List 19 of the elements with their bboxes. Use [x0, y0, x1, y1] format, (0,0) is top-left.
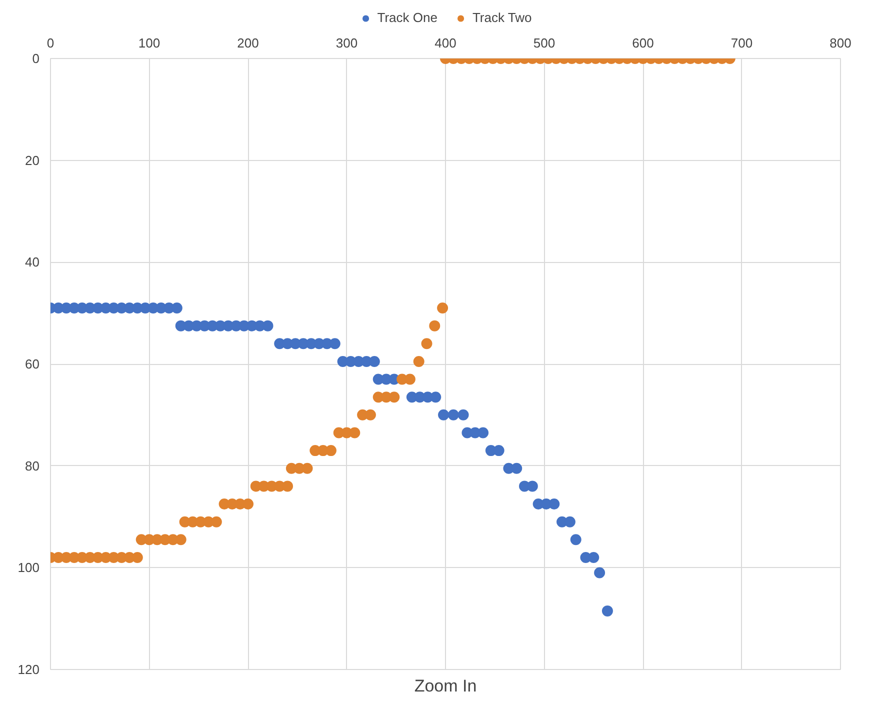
- x-axis-title: Zoom In: [414, 676, 477, 696]
- x-tick-label: 500: [533, 36, 556, 50]
- y-tick-label: 60: [25, 356, 40, 372]
- x-tick-label: 200: [237, 36, 259, 50]
- x-tick-label: 700: [730, 36, 753, 50]
- y-tick-label: 100: [18, 560, 40, 576]
- x-tick-label: 300: [336, 36, 358, 50]
- y-tick-label: 80: [25, 458, 40, 474]
- y-tick-label: 0: [32, 51, 40, 66]
- y-tick-label: 40: [25, 254, 40, 270]
- x-tick-label: 800: [830, 36, 852, 50]
- legend-label: Track Two: [472, 10, 532, 25]
- y-tick-label: 120: [18, 662, 40, 677]
- x-tick-label: 0: [46, 36, 54, 50]
- x-tick-label: 400: [434, 36, 456, 50]
- x-tick-label: 600: [632, 36, 654, 50]
- y-tick-label: 20: [25, 152, 40, 168]
- legend-label: Track One: [377, 10, 438, 25]
- x-tick-label: 100: [138, 36, 160, 50]
